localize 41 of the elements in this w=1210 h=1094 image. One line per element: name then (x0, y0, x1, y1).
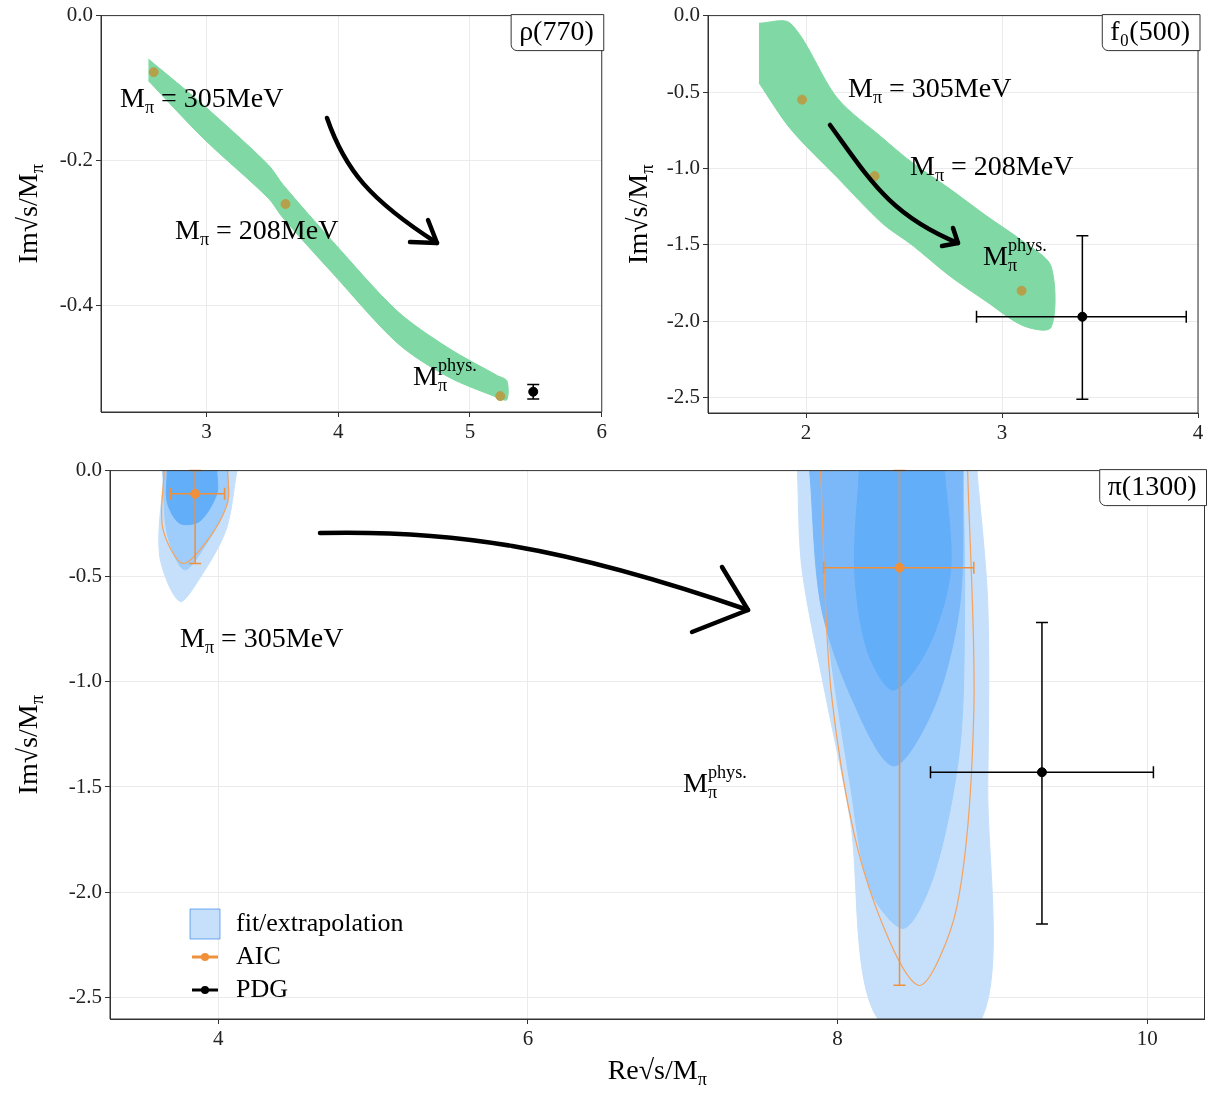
x-tick-label: 2 (800, 420, 812, 445)
y-axis-title: Im√s/Mπ (12, 164, 48, 264)
line-series (819, 470, 975, 986)
y-tick-label: -1.5 (666, 231, 700, 256)
y-tick-label: -0.5 (68, 562, 102, 587)
y-tick-label: 0.0 (673, 2, 700, 27)
point (1016, 285, 1027, 296)
y-tick-label: -0.5 (666, 78, 700, 103)
y-tick-label: -1.0 (68, 668, 102, 693)
y-tick-label: -0.4 (59, 291, 94, 316)
chart-title: π(1300) (1107, 469, 1197, 501)
x-tick-label: 5 (464, 419, 476, 444)
x-tick-label: 3 (996, 420, 1008, 445)
point (797, 94, 808, 105)
legend-label: fit/extrapolation (236, 907, 404, 937)
x-tick-label: 10 (1136, 1026, 1158, 1051)
x-tick-label: 4 (332, 419, 344, 444)
x-tick-label: 4 (1192, 420, 1204, 445)
x-tick-label: 6 (522, 1026, 534, 1051)
y-tick-label: -2.0 (68, 878, 102, 903)
legend-label: PDG (236, 973, 289, 1003)
x-tick-label: 3 (201, 419, 212, 444)
legend-label: AIC (236, 940, 281, 970)
point (495, 391, 506, 402)
chart-title: ρ(770) (519, 14, 594, 46)
y-tick-label: 0.0 (66, 2, 93, 27)
x-tick-label: 6 (596, 419, 607, 444)
y-tick-label: -0.2 (59, 147, 93, 172)
y-tick-label: -1.0 (666, 154, 700, 179)
point (280, 199, 291, 210)
x-tick-label: 8 (832, 1026, 843, 1051)
y-axis-title: Im√s/Mπ (622, 164, 658, 264)
point (148, 67, 159, 78)
chart-title: f₀(500) (1110, 14, 1190, 46)
y-tick-label: -2.5 (68, 984, 102, 1009)
y-tick-label: -2.0 (666, 307, 700, 332)
x-tick-label: 4 (213, 1026, 225, 1051)
y-tick-label: -2.5 (666, 384, 700, 409)
y-tick-label: 0.0 (75, 457, 102, 482)
y-tick-label: -1.5 (68, 773, 102, 798)
y-axis-title: Im√s/Mπ (12, 695, 48, 795)
